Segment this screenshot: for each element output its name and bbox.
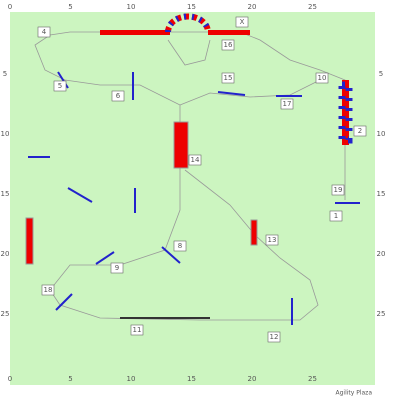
obstacle-label-box [221,72,235,84]
obstacle-label-box [353,125,367,137]
y-axis-label: 5 [3,70,7,78]
obstacle-label: 1 [334,212,338,220]
obstacle-label: 13 [268,236,277,244]
x-axis-label: 20 [248,375,257,383]
y-axis-label: 25 [377,310,386,318]
obstacle-label: 14 [191,156,200,164]
tunnel [342,80,349,145]
obstacle-label-box [235,16,249,28]
obstacle-label: 15 [224,74,233,82]
tunnel-stripes [338,81,353,144]
x-axis-label: 10 [127,3,136,11]
obstacle-label: 5 [58,82,62,90]
dogwalk [120,317,210,319]
field [10,12,375,385]
obstacle-label-box [188,154,202,166]
obstacle-label-box [329,210,343,222]
obstacle-label-box [173,240,187,252]
credit: Agility Plaza [335,390,372,397]
obstacle-label-box [221,39,235,51]
x-axis-label: 10 [127,375,136,383]
obstacle-label-box [130,324,144,336]
tunnel [173,121,189,169]
obstacle-label: 6 [116,92,121,100]
course-path-branch [179,79,321,106]
obstacle-label: 2 [358,127,362,135]
tunnel [165,13,211,33]
obstacle-label: 18 [44,286,53,294]
y-axis-label: 15 [1,190,10,198]
tunnel [208,30,250,35]
obstacle-label: 10 [318,74,327,82]
obstacle-label: 9 [115,264,119,272]
x-axis-label: 25 [308,375,317,383]
obstacle-label: 12 [270,333,279,341]
obstacle-label-box [41,284,55,296]
obstacle-label: 16 [224,41,233,49]
x-axis-label: 15 [187,3,196,11]
y-axis-label: 5 [379,70,383,78]
obstacle-label-box [280,98,294,110]
obstacle-label-box [53,80,67,92]
tunnel [250,219,258,246]
x-axis-label: 5 [68,375,72,383]
y-axis-label: 10 [377,130,386,138]
y-axis-label: 20 [1,250,10,258]
obstacle-label: 19 [334,186,343,194]
obstacle-label-box [267,331,281,343]
obstacle-label: X [240,18,245,26]
obstacle-label: 17 [283,100,292,108]
obstacle-label-box [315,72,329,84]
y-axis-label: 15 [377,190,386,198]
y-axis-label: 20 [377,250,386,258]
obstacle-label: 4 [42,28,47,36]
obstacle-label: 8 [178,242,182,250]
obstacle-label: 11 [133,326,142,334]
course-path-branch [167,39,211,66]
y-axis-label: 10 [1,130,10,138]
x-axis-label: 0 [8,3,12,11]
x-axis-label: 15 [187,375,196,383]
x-axis-label: 20 [248,3,257,11]
x-axis-label: 5 [68,3,72,11]
obstacle-label-box [265,234,279,246]
obstacle-label-box [331,184,345,196]
tunnel [100,30,170,35]
x-axis-label: 25 [308,3,317,11]
y-axis-label: 25 [1,310,10,318]
x-axis-label: 0 [8,375,12,383]
obstacle-label-box [37,26,51,38]
obstacle-label-box [111,90,125,102]
obstacle-label-box [110,262,124,274]
jumps [28,71,360,325]
tunnel [25,217,34,265]
